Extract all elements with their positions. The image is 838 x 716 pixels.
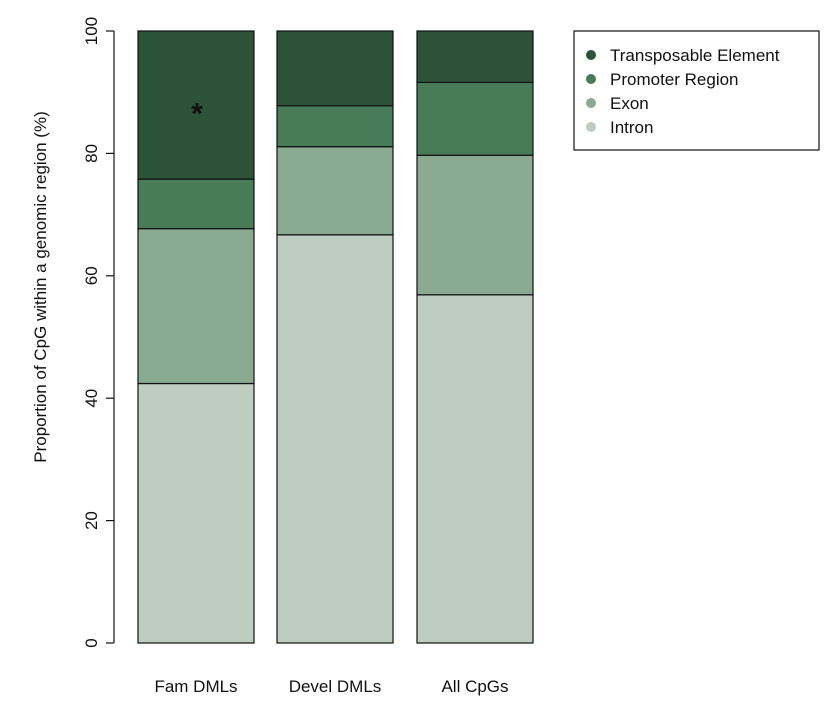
legend-marker-transposable-element: [586, 50, 596, 60]
y-tick-label: 40: [82, 389, 101, 408]
legend-marker-promoter-region: [586, 74, 596, 84]
bar-devel-dmls-transposable-element: [276, 30, 394, 107]
legend-label-transposable-element: Transposable Element: [610, 46, 780, 65]
legend-label-exon: Exon: [610, 94, 649, 113]
bar-all-cpgs-transposable-element: [416, 30, 534, 84]
x-label-fam-dmls: Fam DMLs: [154, 677, 237, 696]
x-label-devel-dmls: Devel DMLs: [289, 677, 382, 696]
bar-all-cpgs-exon: [416, 154, 534, 296]
bar-fam-dmls-intron: [137, 382, 255, 644]
bar-fam-dmls-promoter-region: [137, 178, 255, 230]
y-axis: 0 20 40 60 80 100: [82, 17, 115, 648]
y-axis-title: Proportion of CpG within a genomic regio…: [31, 111, 50, 463]
legend-marker-intron: [586, 122, 596, 132]
legend-label-intron: Intron: [610, 118, 653, 137]
legend: Transposable Element Promoter Region Exon I…: [573, 30, 820, 151]
x-axis-labels: Fam DMLs Devel DMLs All CpGs: [154, 677, 508, 696]
annotations: *: [191, 98, 203, 131]
bar-fam-dmls-exon: [137, 228, 255, 385]
bars-group: [137, 30, 534, 644]
y-tick-label: 100: [82, 17, 101, 45]
x-label-all-cpgs: All CpGs: [441, 677, 508, 696]
legend-label-promoter-region: Promoter Region: [610, 70, 739, 89]
bar-devel-dmls-promoter-region: [276, 105, 394, 148]
bar-devel-dmls-exon: [276, 146, 394, 236]
bar-all-cpgs-intron: [416, 294, 534, 644]
bar-devel-dmls-intron: [276, 234, 394, 644]
bar-all-cpgs-promoter-region: [416, 81, 534, 156]
legend-marker-exon: [586, 98, 596, 108]
y-tick-label: 80: [82, 144, 101, 163]
significance-asterisk: *: [191, 98, 203, 131]
legend-box: [573, 30, 820, 151]
bar-fam-dmls-transposable-element: [137, 30, 255, 180]
y-tick-label: 60: [82, 266, 101, 285]
y-tick-label: 20: [82, 511, 101, 530]
y-tick-label: 0: [82, 638, 101, 647]
